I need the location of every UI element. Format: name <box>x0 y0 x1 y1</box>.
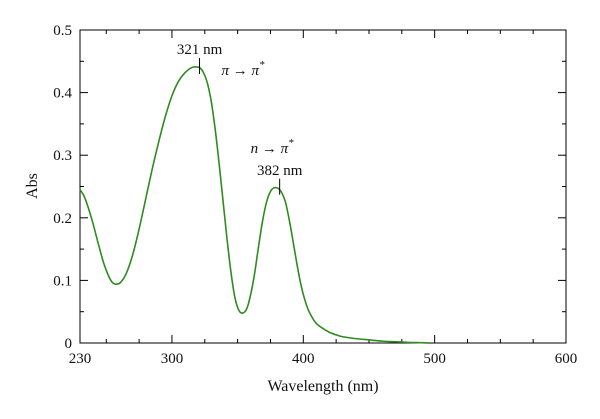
x-tick-label: 400 <box>292 351 315 367</box>
axis-ticks <box>79 29 567 344</box>
y-tick-label: 0.5 <box>53 23 72 39</box>
peak-label-321: 321 nm <box>177 42 223 58</box>
axis-tick-labels: 230 300 400 500 600 0 0.1 0.2 0.3 0.4 0.5 <box>53 23 577 367</box>
transition-label-pi-pi: π → π* <box>222 59 266 79</box>
y-axis-label: Abs <box>24 173 41 199</box>
y-tick-label: 0 <box>65 336 73 352</box>
transition-label-n-pi: n → π* <box>251 137 295 157</box>
peak-annotations: 321 nm 382 nm π → π* n → π* <box>177 42 303 195</box>
y-tick-label: 0.3 <box>53 148 72 164</box>
x-tick-label: 230 <box>69 351 92 367</box>
plot-frame <box>79 29 567 344</box>
x-tick-label: 600 <box>555 351 578 367</box>
x-tick-label: 500 <box>423 351 446 367</box>
peak-label-382: 382 nm <box>257 163 303 179</box>
y-tick-label: 0.2 <box>53 211 72 227</box>
absorbance-series-line <box>79 66 429 344</box>
y-tick-label: 0.4 <box>53 86 72 102</box>
x-axis-label: Wavelength (nm) <box>267 378 378 395</box>
x-tick-label: 300 <box>161 351 184 367</box>
y-tick-label: 0.1 <box>53 273 72 289</box>
